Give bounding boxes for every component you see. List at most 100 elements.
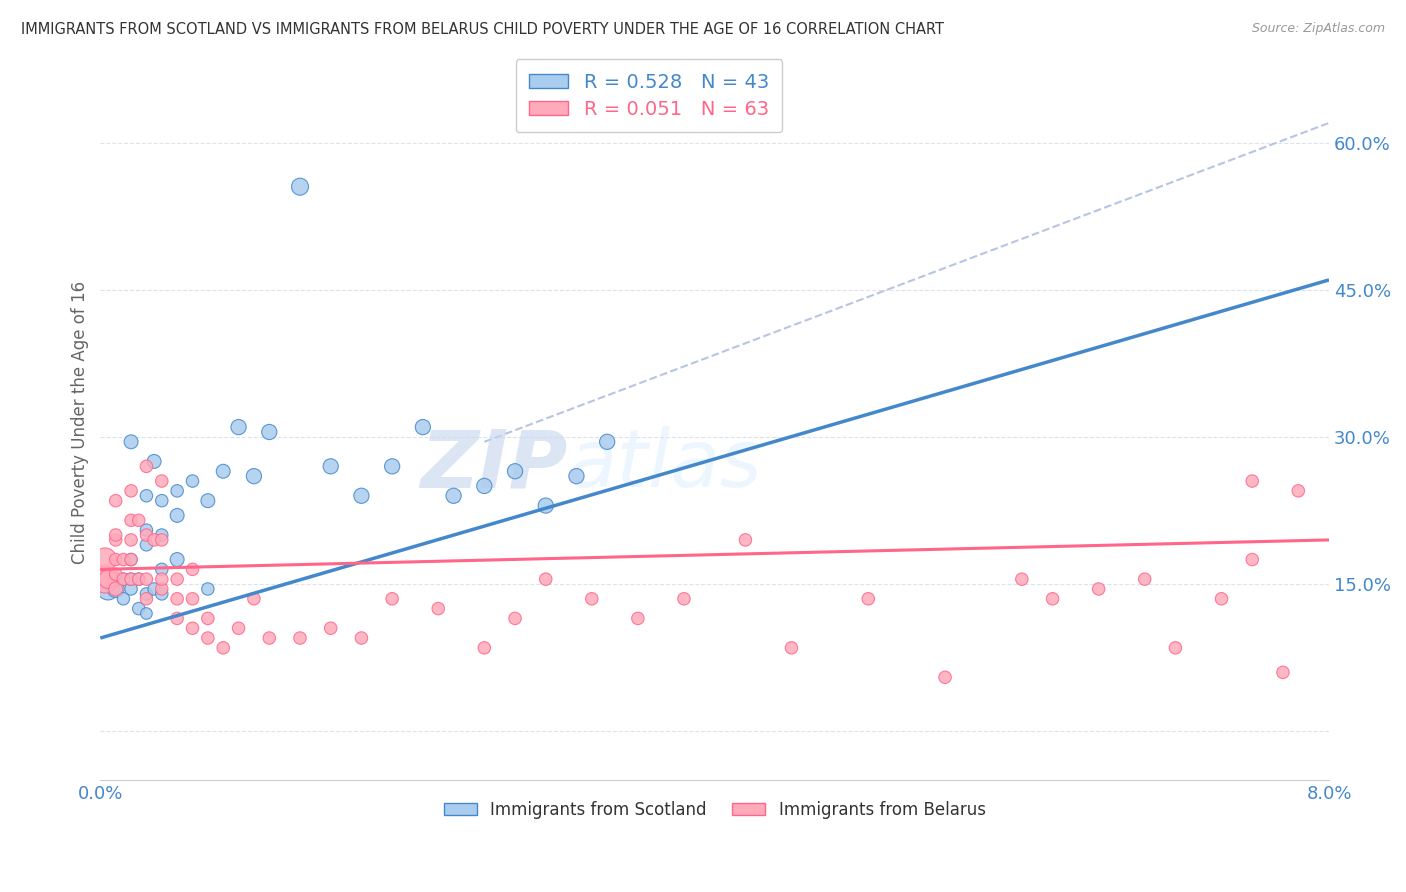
Point [288,631,311,645]
Point [112,552,135,566]
Point [150,562,173,576]
Point [97,582,120,596]
Point [581,591,603,606]
Text: IMMIGRANTS FROM SCOTLAND VS IMMIGRANTS FROM BELARUS CHILD POVERTY UNDER THE AGE : IMMIGRANTS FROM SCOTLAND VS IMMIGRANTS F… [21,22,943,37]
Point [534,572,557,586]
Point [120,552,142,566]
Point [120,572,142,586]
Point [1211,591,1233,606]
Point [166,483,188,498]
Point [934,670,956,684]
Point [135,528,157,542]
Point [104,582,127,596]
Point [412,420,434,434]
Point [181,591,204,606]
Point [135,523,157,537]
Point [135,459,157,474]
Point [197,611,219,625]
Text: atlas: atlas [567,426,762,504]
Point [104,567,127,582]
Point [166,591,188,606]
Point [120,533,142,547]
Point [135,607,157,621]
Point [381,459,404,474]
Point [1164,640,1187,655]
Point [858,591,880,606]
Point [181,474,204,488]
Point [128,572,150,586]
Point [104,493,127,508]
Point [150,474,173,488]
Point [1042,591,1064,606]
Point [503,611,526,625]
Point [150,528,173,542]
Point [104,582,127,596]
Point [120,552,142,566]
Text: ZIP: ZIP [420,426,567,504]
Point [1011,572,1033,586]
Point [565,469,588,483]
Point [120,582,142,596]
Point [135,538,157,552]
Point [1133,572,1156,586]
Point [112,591,135,606]
Point [427,601,450,615]
Point [120,572,142,586]
Point [503,464,526,478]
Point [135,489,157,503]
Point [128,601,150,615]
Point [166,611,188,625]
Point [259,425,281,439]
Point [143,582,166,596]
Point [166,572,188,586]
Point [143,533,166,547]
Point [1286,483,1309,498]
Point [259,631,281,645]
Point [472,640,495,655]
Text: Source: ZipAtlas.com: Source: ZipAtlas.com [1251,22,1385,36]
Point [104,572,127,586]
Point [319,621,342,635]
Point [197,493,219,508]
Point [243,469,266,483]
Point [1241,552,1264,566]
Point [288,179,311,194]
Point [166,508,188,523]
Point [1271,665,1294,680]
Point [350,631,373,645]
Point [135,587,157,601]
Point [243,591,266,606]
Point [128,513,150,527]
Point [627,611,650,625]
Y-axis label: Child Poverty Under the Age of 16: Child Poverty Under the Age of 16 [72,281,89,564]
Point [672,591,695,606]
Point [104,528,127,542]
Point [734,533,756,547]
Point [150,572,173,586]
Point [780,640,803,655]
Point [104,552,127,566]
Point [112,572,135,586]
Point [120,434,142,449]
Point [128,572,150,586]
Point [166,552,188,566]
Point [212,464,235,478]
Point [150,582,173,596]
Point [112,572,135,586]
Point [143,454,166,468]
Point [596,434,619,449]
Point [228,420,250,434]
Point [472,479,495,493]
Point [94,572,117,586]
Point [97,572,120,586]
Point [150,493,173,508]
Point [197,582,219,596]
Point [228,621,250,635]
Point [150,533,173,547]
Point [350,489,373,503]
Point [135,591,157,606]
Point [181,562,204,576]
Point [104,533,127,547]
Point [197,631,219,645]
Legend: Immigrants from Scotland, Immigrants from Belarus: Immigrants from Scotland, Immigrants fro… [437,795,993,826]
